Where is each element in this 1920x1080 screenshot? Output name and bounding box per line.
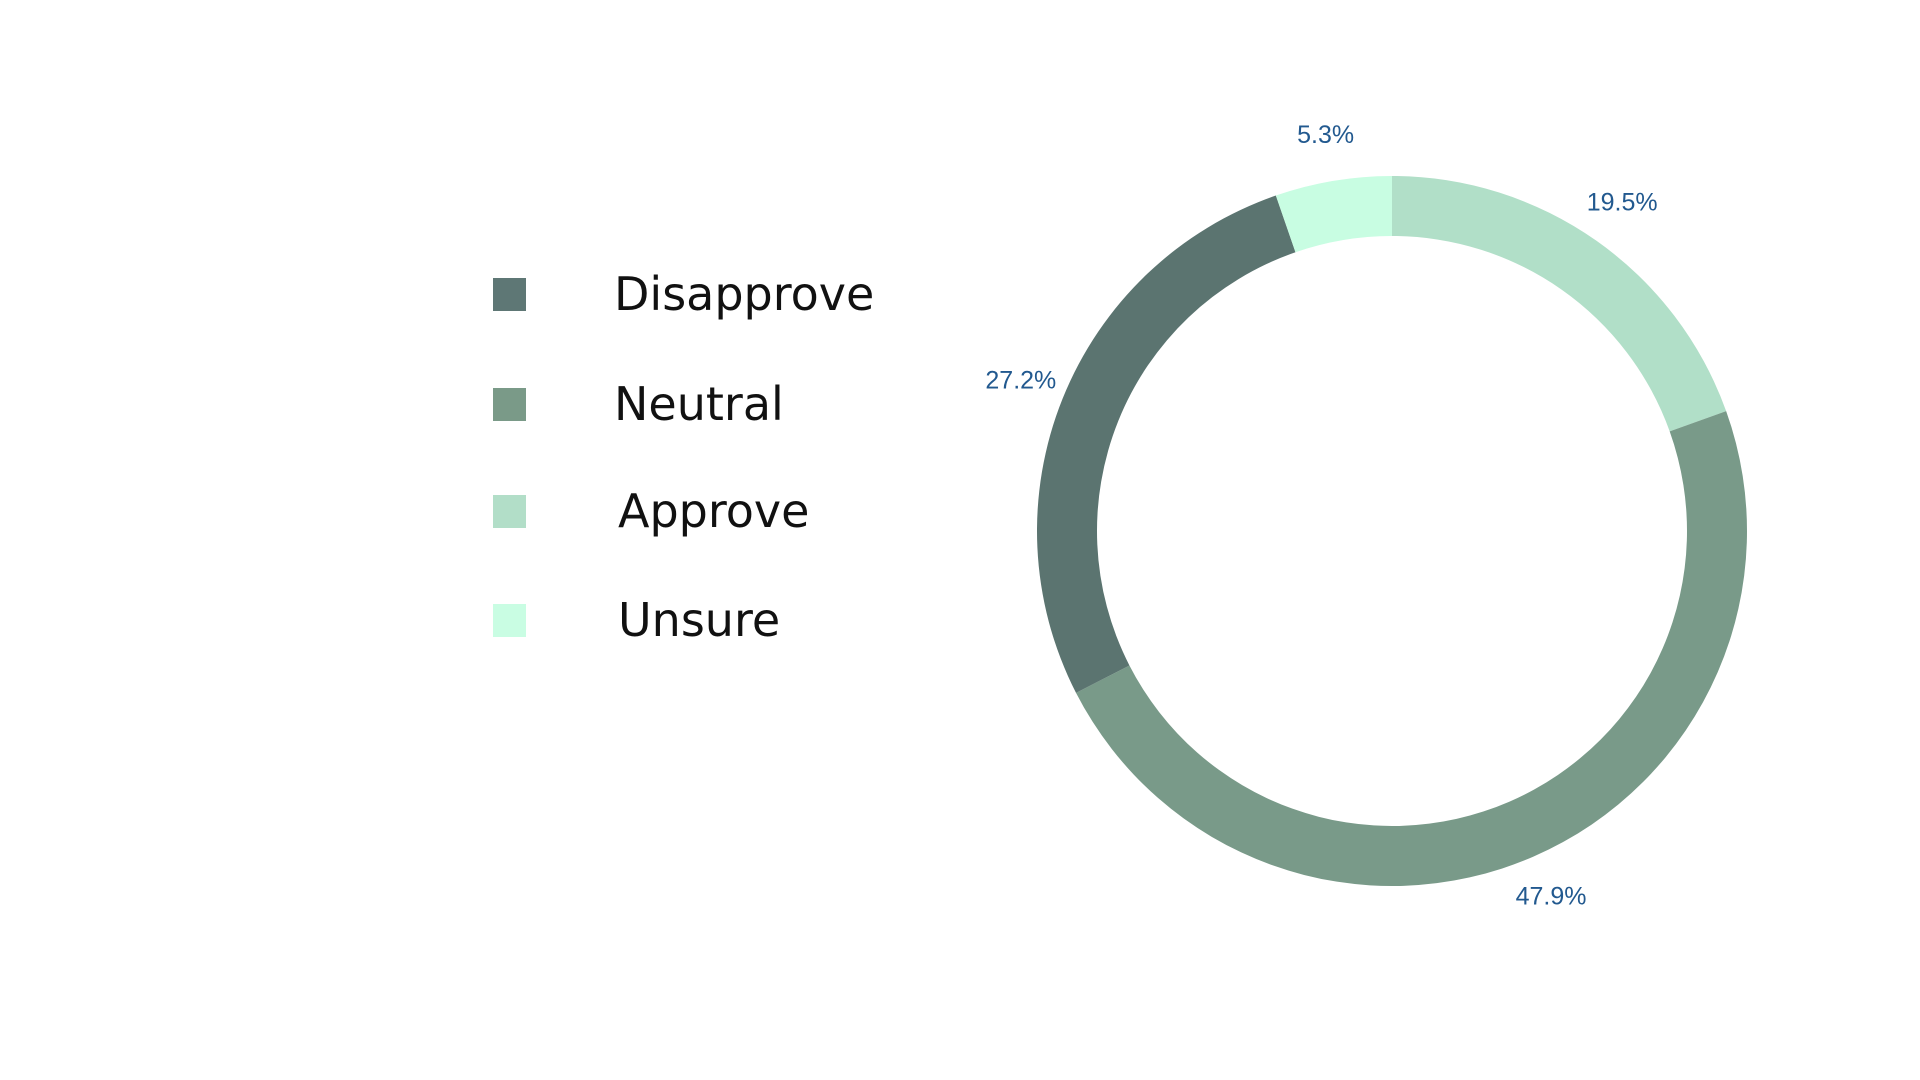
legend-item-unsure: Unsure — [493, 597, 780, 643]
legend-label-approve: Approve — [618, 484, 810, 538]
legend-label-unsure: Unsure — [618, 593, 781, 647]
legend-label-neutral: Neutral — [614, 377, 784, 431]
legend-label-disapprove: Disapprove — [614, 267, 875, 321]
legend-swatch-disapprove — [493, 277, 526, 311]
donut-slice-approve — [1392, 176, 1727, 432]
data-label-unsure: 5.3% — [1297, 121, 1354, 149]
donut-slice-unsure — [1275, 176, 1392, 253]
legend-item-approve: Approve — [493, 488, 809, 534]
data-label-disapprove: 27.2% — [985, 366, 1056, 394]
data-label-neutral: 47.9% — [1516, 883, 1587, 911]
legend-item-neutral: Neutral — [493, 381, 784, 427]
legend-swatch-approve — [493, 494, 526, 528]
legend-item-disapprove: Disapprove — [493, 271, 874, 317]
legend-swatch-unsure — [493, 603, 526, 637]
data-label-approve: 19.5% — [1587, 188, 1658, 216]
donut-slice-neutral — [1076, 411, 1747, 886]
donut-slice-disapprove — [1037, 195, 1296, 693]
legend-swatch-neutral — [493, 387, 526, 421]
